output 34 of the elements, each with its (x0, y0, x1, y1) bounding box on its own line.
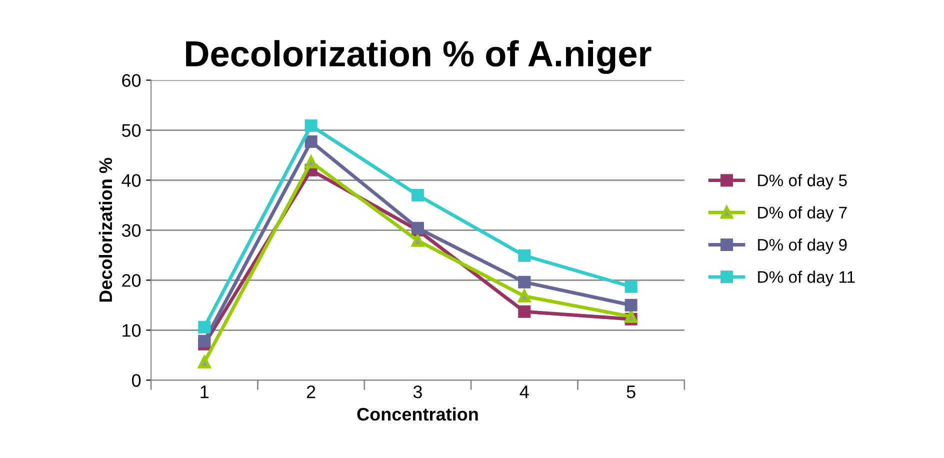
point (304, 119, 318, 132)
x-tick-label: 1 (200, 386, 209, 398)
y-tick-label: 0 (132, 374, 141, 387)
y-tick-label: 20 (122, 274, 141, 287)
chart-title: Decolorization % of A.niger (186, 40, 652, 74)
point (624, 310, 638, 323)
point (411, 234, 424, 247)
x-tick-label: 4 (520, 386, 529, 398)
point (624, 298, 638, 312)
point (304, 156, 318, 168)
x-tick-label: 2 (306, 385, 316, 398)
x-tick-label: 3 (413, 385, 422, 398)
legend-label: D% of day 9 (758, 238, 847, 254)
y-tick-label: 30 (122, 224, 141, 237)
x-axis-title: Concentration (357, 407, 478, 421)
point (518, 290, 531, 302)
point (518, 276, 531, 288)
point (518, 249, 531, 262)
point (518, 305, 531, 318)
point (198, 334, 211, 348)
y-axis-title: Decolorization % (98, 158, 112, 302)
legend-label: D% of day 5 (758, 174, 847, 190)
x-tick-label: 5 (626, 386, 636, 398)
y-tick-label: 60 (122, 74, 141, 87)
point (304, 135, 318, 148)
y-tick-label: 50 (122, 124, 141, 137)
point (624, 280, 638, 293)
legend-label: D% of day 7 (758, 206, 847, 222)
point (198, 356, 211, 368)
legend-label: D% of day 11 (758, 270, 855, 286)
y-tick-label: 40 (122, 174, 141, 187)
y-tick-label: 10 (122, 324, 141, 337)
point (411, 188, 424, 202)
point (198, 320, 211, 334)
